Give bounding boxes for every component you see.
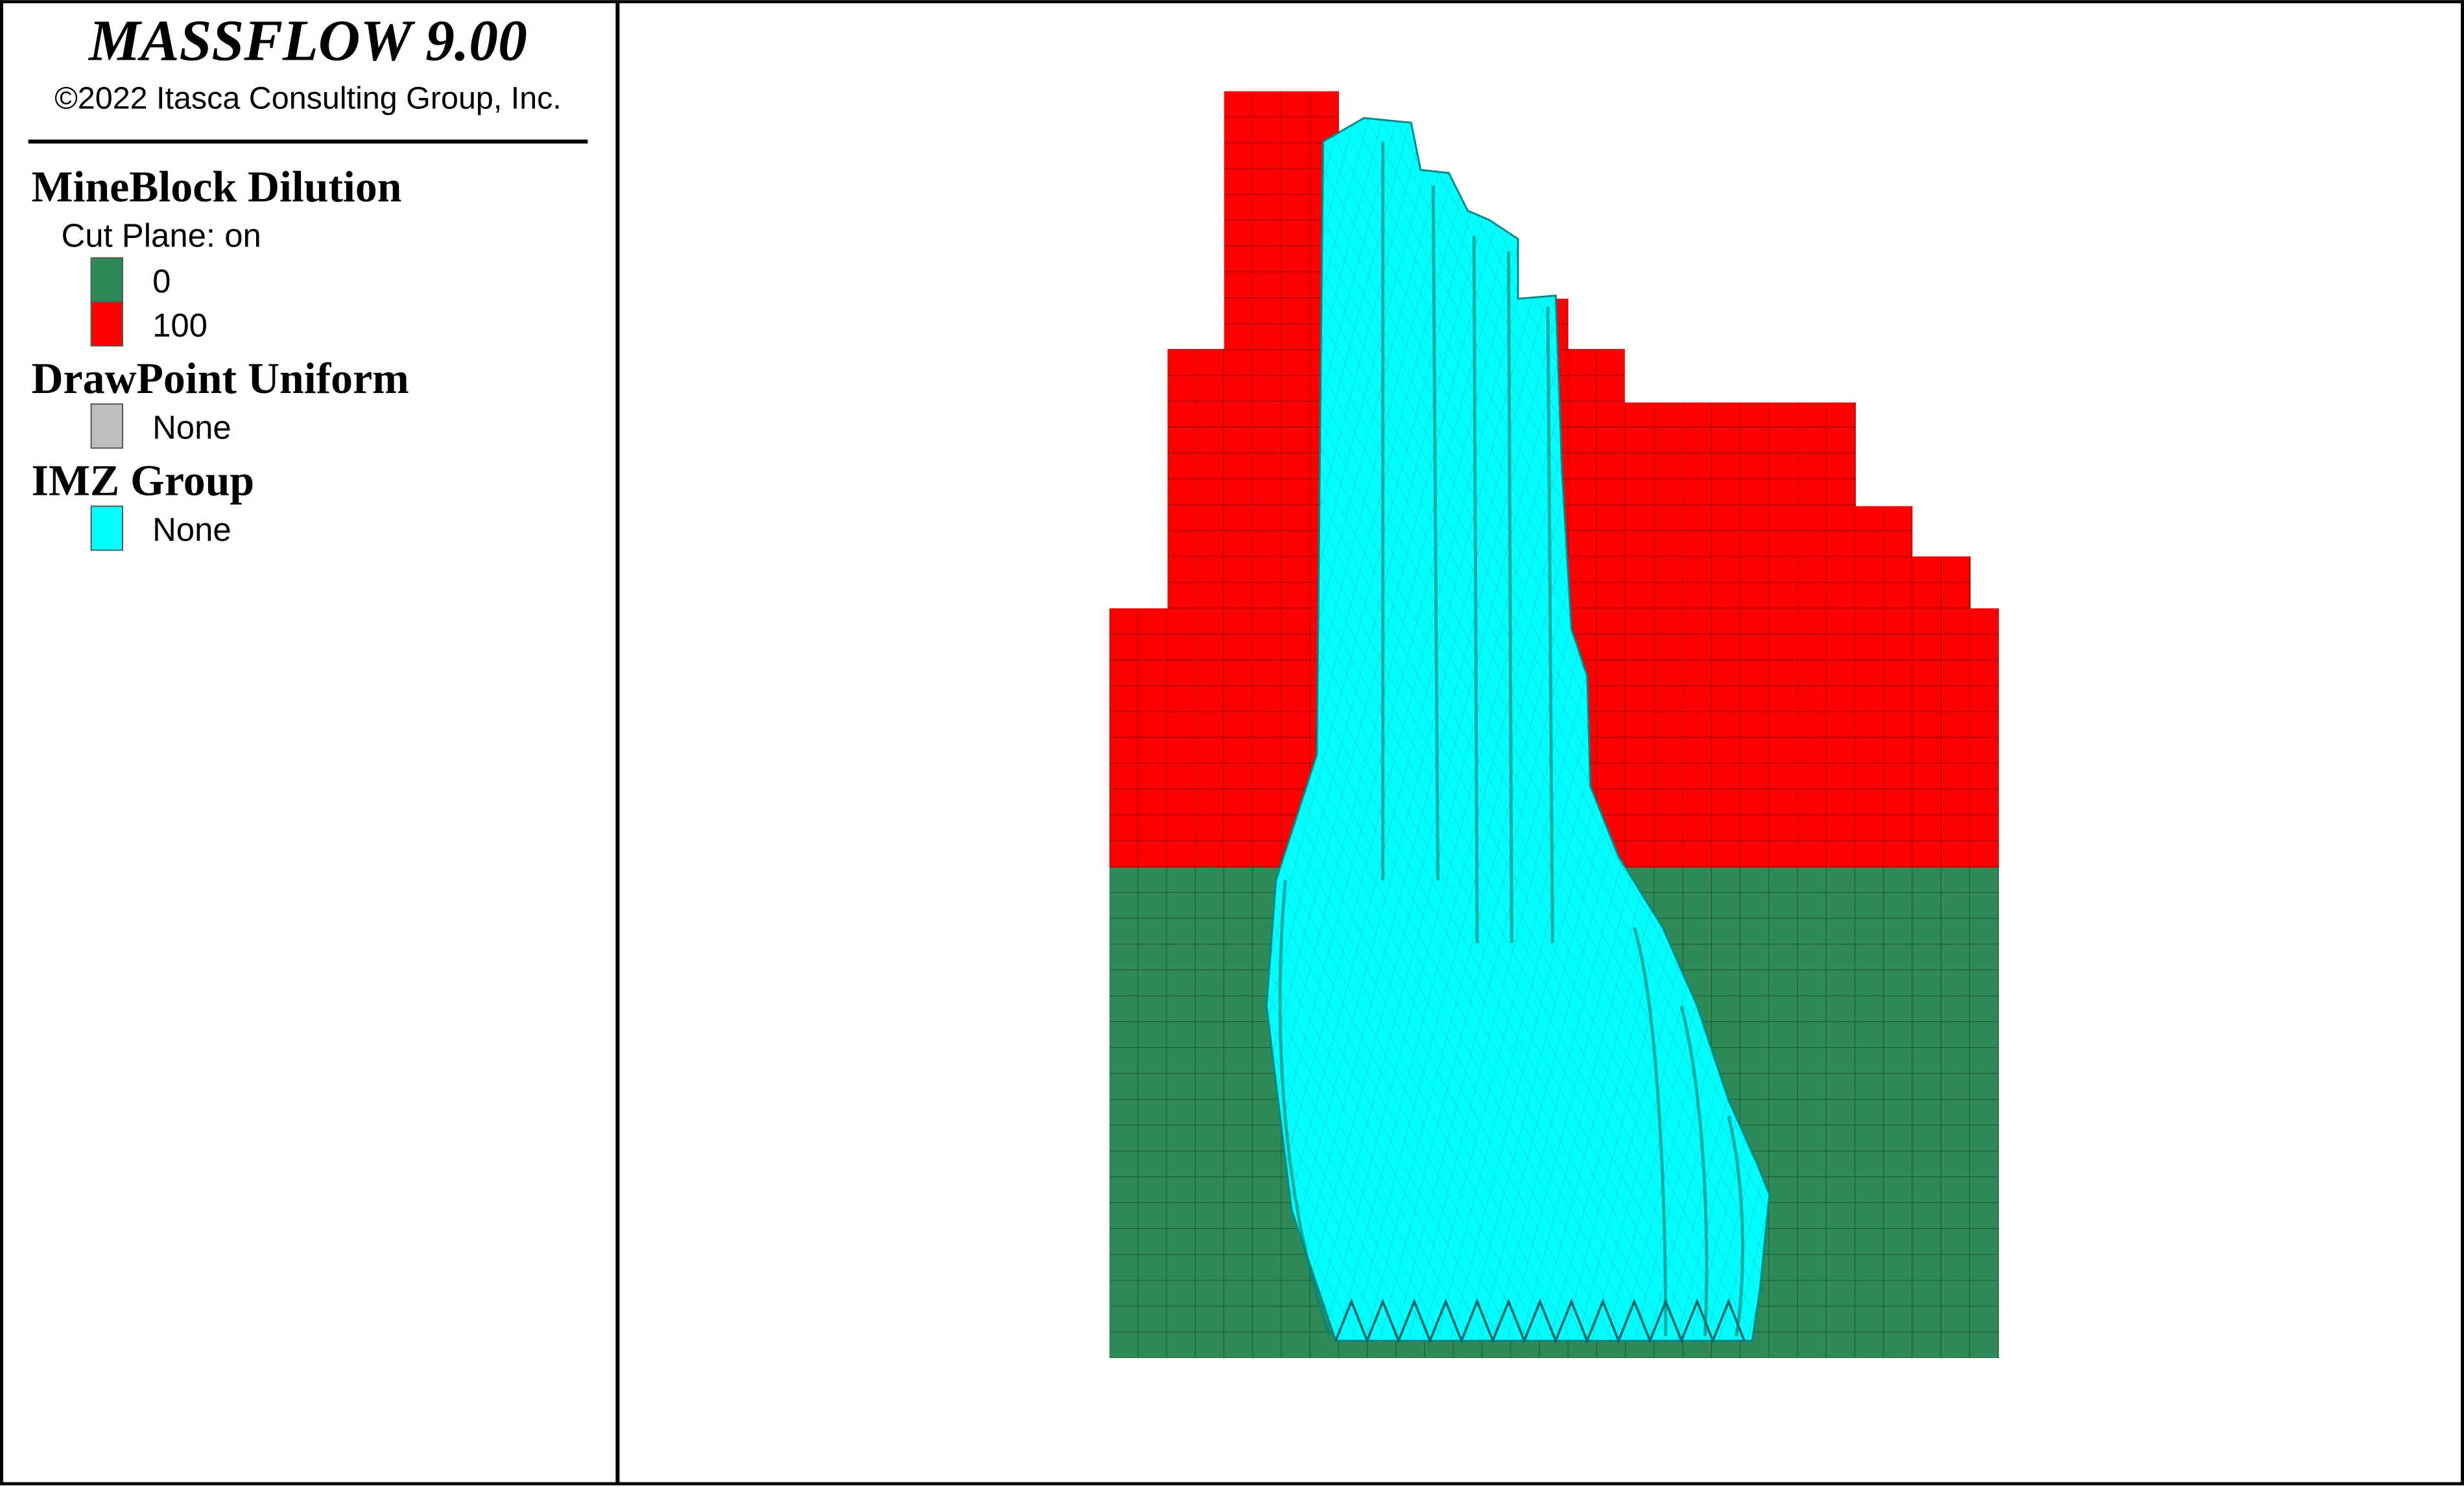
- legend-swatch: [90, 301, 124, 347]
- app-title: MASSFLOW 9.00: [88, 8, 527, 73]
- model-view: [1109, 91, 1999, 1359]
- legend-label: None: [152, 511, 231, 548]
- legend-group-title: MineBlock Dilution: [31, 162, 401, 211]
- imz-edges: [1278, 141, 1744, 1337]
- legend-swatch: [90, 403, 124, 449]
- legend-subtitle: Cut Plane: on: [62, 217, 261, 254]
- legend: MineBlock Dilution Cut Plane: on 0 100 DrawP…: [31, 162, 409, 551]
- legend-label: 100: [152, 307, 207, 344]
- copyright: ©2022 Itasca Consulting Group, Inc.: [54, 80, 562, 115]
- legend-label: 0: [152, 263, 171, 300]
- legend-swatch: [90, 257, 124, 303]
- legend-group-title: IMZ Group: [31, 457, 254, 505]
- legend-label: None: [152, 409, 231, 446]
- drawpoint-cones: [1334, 1298, 1746, 1344]
- imz-mesh: [1266, 117, 1770, 1341]
- legend-group-title: DrawPoint Uniform: [31, 354, 409, 403]
- legend-swatch: [90, 505, 124, 551]
